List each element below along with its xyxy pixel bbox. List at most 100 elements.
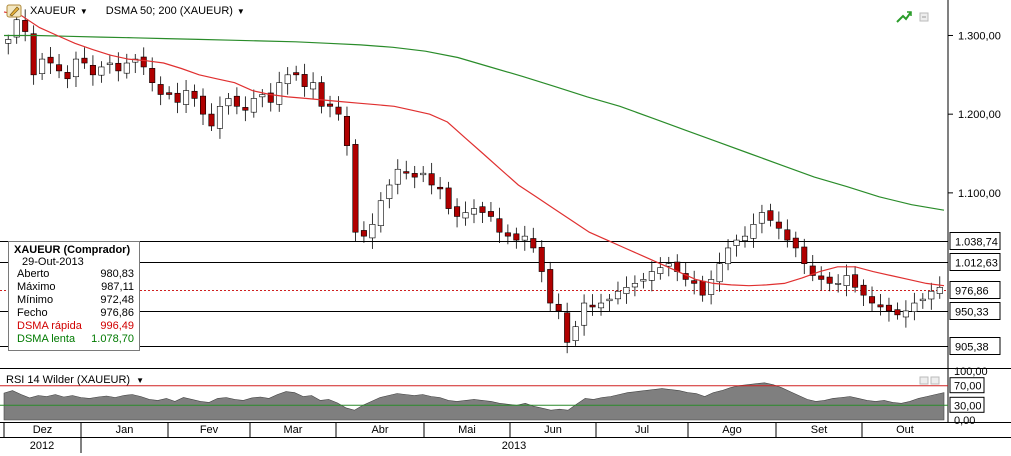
candle-body (39, 58, 46, 74)
candle (394, 159, 401, 195)
candle-body (64, 72, 71, 80)
symbol-label: XAUEUR (30, 5, 76, 17)
candle-body (123, 62, 130, 74)
candle (216, 96, 223, 139)
candle (708, 270, 715, 305)
candle-body (708, 279, 715, 295)
candle-body (276, 82, 283, 105)
candle (547, 261, 554, 312)
price-level-label: 950,33 (955, 307, 989, 319)
candle-body (411, 173, 418, 178)
rsi-selector[interactable]: RSI 14 Wilder (XAUEUR) ▼ (6, 374, 144, 386)
candle (936, 276, 943, 299)
candle (631, 275, 638, 297)
candle-body (623, 287, 630, 294)
candle-body (250, 98, 257, 113)
symbol-selector[interactable]: XAUEUR ▼ (30, 5, 88, 17)
candle-body (725, 247, 732, 265)
candle (225, 93, 232, 115)
indicator-label: DSMA 50; 200 (XAUEUR) (105, 5, 233, 17)
candle-body (13, 19, 20, 38)
rsi-level-box (949, 396, 985, 413)
fast-ma-line (3, 11, 945, 287)
info-row-close: Fecho 976,86 (17, 307, 134, 319)
candle-body (581, 302, 588, 326)
candle (581, 294, 588, 336)
rsi-level-box (949, 377, 985, 394)
candle (157, 76, 164, 106)
candle-body (284, 74, 291, 85)
candle-body (538, 246, 545, 272)
candle (242, 96, 249, 122)
candle-body (216, 106, 223, 129)
candle (81, 47, 88, 69)
month-label: Jun (544, 424, 562, 436)
candle (606, 293, 613, 312)
price-level-label: 905,38 (955, 342, 989, 354)
candle (716, 252, 723, 292)
candle (691, 270, 698, 295)
candle-body (183, 90, 190, 105)
pencil-icon[interactable] (6, 4, 22, 18)
chevron-down-icon: ▼ (79, 6, 88, 16)
rsi-axis-label: 0,00 (954, 415, 975, 427)
candle-body (699, 280, 706, 296)
candle (843, 264, 850, 297)
candle (504, 224, 511, 245)
candle (852, 266, 859, 293)
candle (470, 199, 478, 224)
candle-body (81, 57, 88, 64)
candle (420, 166, 427, 183)
candle-body (403, 171, 410, 174)
candle-body (140, 56, 147, 68)
info-row-high: Máximo 987,11 (17, 281, 134, 293)
candle-body (928, 290, 935, 300)
month-label: Dez (33, 424, 53, 436)
candle-body (301, 74, 308, 87)
maximize-icon[interactable] (919, 12, 929, 22)
candle (521, 225, 528, 251)
info-row-low: Mínimo 972,48 (17, 294, 134, 306)
candle-body (208, 113, 215, 127)
info-row-open: Aberto 980,83 (17, 268, 134, 280)
candle-body (758, 212, 765, 224)
candle-body (293, 72, 300, 76)
trend-icon[interactable] (896, 11, 912, 23)
candle (496, 207, 503, 244)
candle (132, 54, 139, 74)
candle (564, 302, 571, 354)
candle-body (360, 230, 367, 237)
y-axis: 1.300,00 1.200,00 1.100,00 (948, 30, 1001, 200)
candle (589, 294, 596, 316)
candle-body (936, 287, 943, 294)
indicator-selector[interactable]: DSMA 50; 200 (XAUEUR) ▼ (106, 5, 245, 17)
candle-body (572, 326, 579, 341)
month-label: Set (811, 424, 828, 436)
candle-body (741, 235, 749, 241)
candle (818, 266, 825, 291)
candle (784, 219, 791, 248)
rsi-area (3, 382, 945, 421)
candle-body (614, 290, 621, 300)
candle (64, 65, 71, 89)
month-label: Jan (116, 424, 134, 436)
candle-body (775, 221, 782, 229)
candle (335, 96, 342, 121)
candle (750, 213, 757, 248)
candle (741, 226, 749, 248)
price-level-label: 976,86 (955, 286, 989, 298)
candle (538, 240, 545, 283)
candle-body (310, 82, 317, 90)
candle-body (801, 246, 808, 264)
candle-body (166, 92, 173, 95)
candle-body (106, 62, 113, 65)
candle-body (877, 304, 884, 308)
candle (894, 302, 901, 320)
candle-body (555, 303, 562, 312)
rsi-panel-icons[interactable] (919, 376, 940, 385)
candle-body (132, 58, 139, 63)
candle-body (648, 271, 655, 281)
candle (327, 95, 334, 118)
candle-body (852, 274, 859, 288)
